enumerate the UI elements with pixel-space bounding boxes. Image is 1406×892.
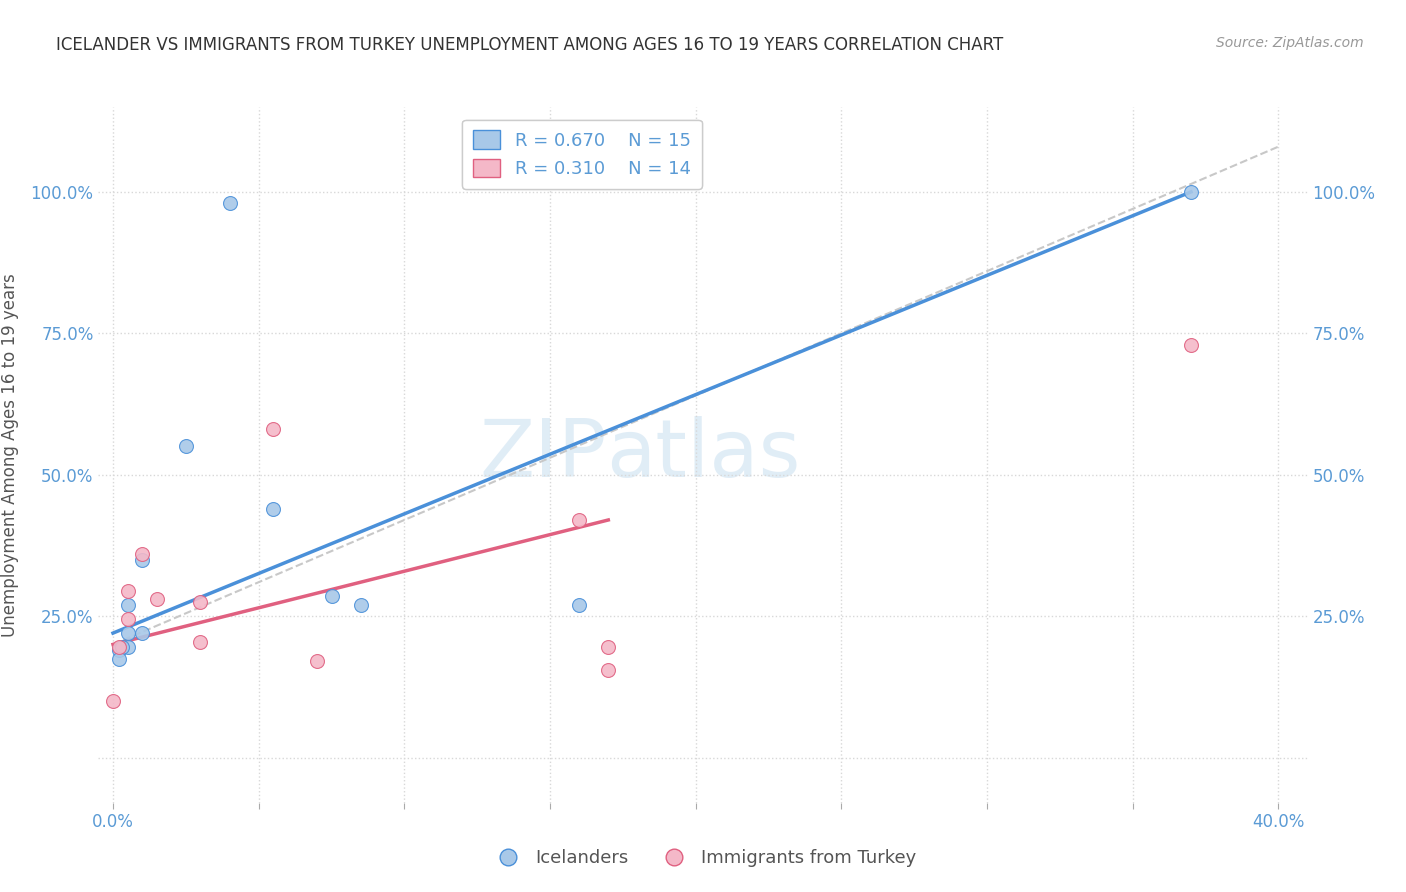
Point: [111, 640, 134, 655]
Point: [117, 612, 139, 626]
Text: atlas: atlas: [606, 416, 800, 494]
Text: ZIP: ZIP: [479, 416, 606, 494]
Point: [598, 640, 620, 655]
Point: [108, 651, 131, 665]
Point: [1180, 185, 1202, 199]
Point: [1180, 337, 1202, 351]
Legend: R = 0.670    N = 15, R = 0.310    N = 14: R = 0.670 N = 15, R = 0.310 N = 14: [463, 120, 702, 189]
Point: [218, 196, 240, 211]
Point: [598, 663, 620, 677]
Y-axis label: Unemployment Among Ages 16 to 19 years: Unemployment Among Ages 16 to 19 years: [1, 273, 20, 637]
Point: [190, 595, 212, 609]
Point: [321, 590, 343, 604]
Point: [568, 598, 591, 612]
Point: [108, 640, 131, 655]
Point: [117, 583, 139, 598]
Point: [131, 552, 153, 566]
Point: [174, 439, 197, 453]
Point: [350, 598, 373, 612]
Point: [262, 501, 284, 516]
Point: [190, 634, 212, 648]
Point: [117, 598, 139, 612]
Point: [101, 694, 124, 708]
Legend: Icelanders, Immigrants from Turkey: Icelanders, Immigrants from Turkey: [482, 842, 924, 874]
Point: [117, 640, 139, 655]
Text: Source: ZipAtlas.com: Source: ZipAtlas.com: [1216, 36, 1364, 50]
Point: [262, 422, 284, 436]
Text: ICELANDER VS IMMIGRANTS FROM TURKEY UNEMPLOYMENT AMONG AGES 16 TO 19 YEARS CORRE: ICELANDER VS IMMIGRANTS FROM TURKEY UNEM…: [56, 36, 1004, 54]
Point: [145, 592, 167, 607]
Point: [131, 626, 153, 640]
Point: [131, 547, 153, 561]
Point: [305, 654, 328, 668]
Point: [108, 643, 131, 657]
Point: [117, 626, 139, 640]
Point: [568, 513, 591, 527]
